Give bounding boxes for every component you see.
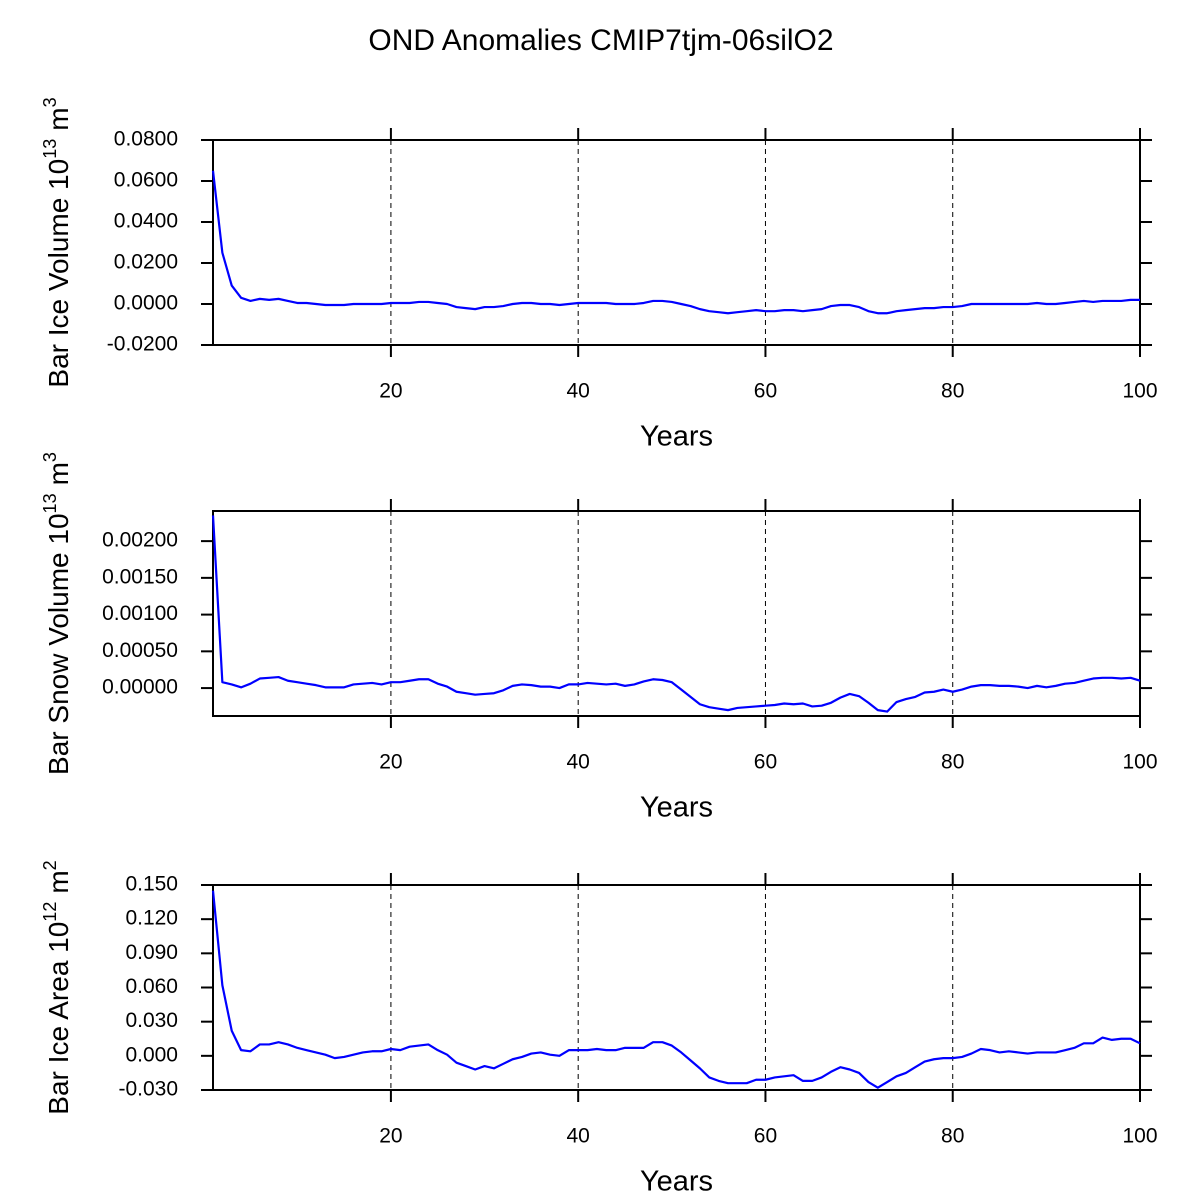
x-tick-label: 60 xyxy=(754,751,777,774)
y-axis-label-part: m xyxy=(43,107,74,130)
y-tick-label: 0.000 xyxy=(125,1043,178,1066)
y-tick-label: 0.0200 xyxy=(114,251,178,274)
x-tick-label: 40 xyxy=(567,751,590,774)
plot-frame xyxy=(212,884,1141,1091)
y-tick-label: 0.0800 xyxy=(114,128,178,151)
y-axis-label-exponent: 3 xyxy=(40,452,60,462)
y-tick-label: -0.0200 xyxy=(107,333,178,356)
x-tick-label: 100 xyxy=(1122,751,1157,774)
y-axis-label-part: Bar Ice Volume 10 xyxy=(43,159,74,388)
x-tick-label: 60 xyxy=(754,380,777,403)
x-tick-label: 100 xyxy=(1122,1125,1157,1148)
x-axis-label: Years xyxy=(640,1166,713,1198)
x-tick-label: 20 xyxy=(379,751,402,774)
y-tick-label: 0.00100 xyxy=(102,602,178,625)
x-tick-label: 20 xyxy=(379,380,402,403)
x-tick-label: 80 xyxy=(941,751,964,774)
x-tick-label: 40 xyxy=(567,1125,590,1148)
y-axis-label: Bar Ice Volume 1013 m3 xyxy=(40,97,74,387)
data-line xyxy=(211,515,1141,713)
y-tick-label: 0.090 xyxy=(125,941,178,964)
x-tick-label: 80 xyxy=(941,1125,964,1148)
y-axis-label-exponent: 3 xyxy=(40,97,60,107)
y-axis-label-part: m xyxy=(43,870,74,893)
y-tick-label: 0.00050 xyxy=(102,639,178,662)
data-line xyxy=(211,890,1141,1089)
y-tick-label: 0.120 xyxy=(125,907,178,930)
y-tick-label: 0.00200 xyxy=(102,529,178,552)
x-tick-label: 100 xyxy=(1122,380,1157,403)
y-tick-label: 0.0600 xyxy=(114,169,178,192)
y-axis-label-part: m xyxy=(43,462,74,485)
y-tick-label: 0.150 xyxy=(125,873,178,896)
y-tick-label: 0.00150 xyxy=(102,565,178,588)
y-axis-label-part: Bar Ice Area 10 xyxy=(43,922,74,1115)
y-tick-label: 0.0400 xyxy=(114,210,178,233)
y-axis-label-exponent: 12 xyxy=(40,902,60,922)
plot-frame xyxy=(212,139,1141,346)
figure-title: OND Anomalies CMIP7tjm-06silO2 xyxy=(368,24,833,57)
y-tick-label: -0.030 xyxy=(118,1078,178,1101)
y-tick-label: 0.0000 xyxy=(114,292,178,315)
y-tick-label: 0.00000 xyxy=(102,676,178,699)
x-tick-label: 20 xyxy=(379,1125,402,1148)
y-tick-label: 0.060 xyxy=(125,975,178,998)
plot-frame xyxy=(212,510,1141,717)
y-tick-label: 0.030 xyxy=(125,1009,178,1032)
x-tick-label: 80 xyxy=(941,380,964,403)
data-line xyxy=(211,170,1140,315)
x-tick-label: 40 xyxy=(567,380,590,403)
y-axis-label-part: Bar Snow Volume 10 xyxy=(43,513,74,775)
x-axis-label: Years xyxy=(640,792,713,824)
y-axis-label: Bar Ice Area 1012 m2 xyxy=(40,860,74,1114)
x-tick-label: 60 xyxy=(754,1125,777,1148)
y-axis-label-exponent: 2 xyxy=(40,860,60,870)
y-axis-label-exponent: 13 xyxy=(40,493,60,513)
y-axis-label: Bar Snow Volume 1013 m3 xyxy=(40,452,74,775)
y-axis-label-exponent: 13 xyxy=(40,139,60,159)
panel: 20 40 60 80 100 0.0800 0.0600 0.0400 0.0200 0.000… xyxy=(40,97,1158,452)
panel: 20 40 60 80 100 0.150 0.120 0.090 0.060 0.030 0.00… xyxy=(40,860,1158,1197)
panel: 20 40 60 80 100 0.00200 0.00150 0.00100 0.00050 0… xyxy=(40,452,1158,824)
x-axis-label: Years xyxy=(640,421,713,453)
